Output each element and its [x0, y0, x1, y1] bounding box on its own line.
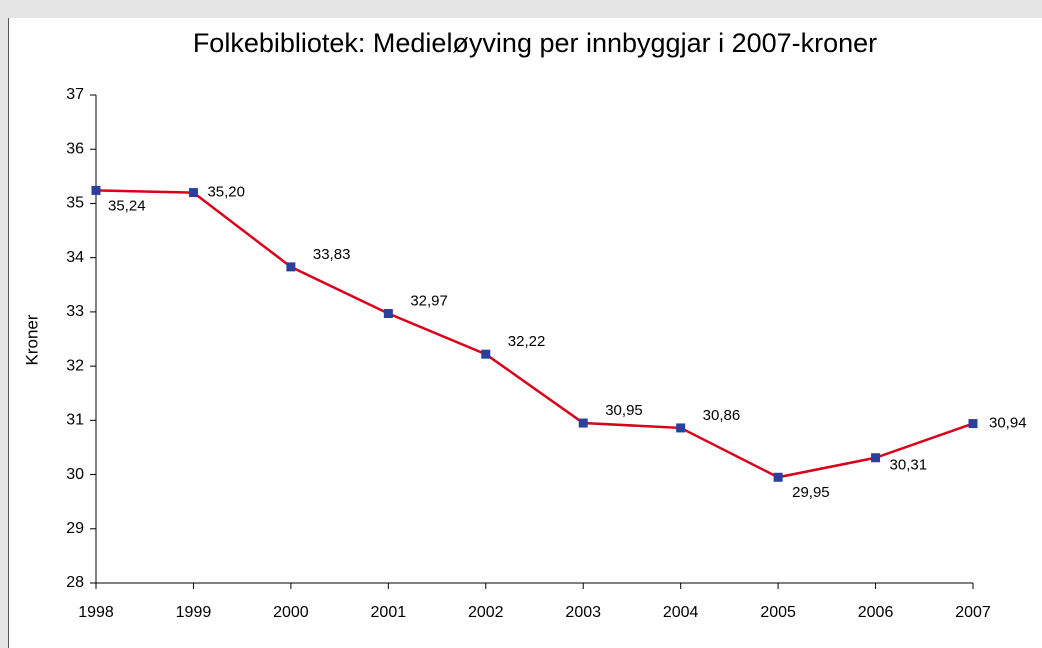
- series-line: [95, 189, 974, 479]
- x-tick-label: 2007: [955, 604, 991, 621]
- value-label: 32,22: [508, 333, 546, 350]
- value-label: 33,83: [313, 246, 351, 263]
- y-tick-label: 37: [66, 86, 84, 103]
- y-tick-label: 32: [66, 357, 84, 374]
- value-label: 32,97: [410, 292, 448, 309]
- value-label: 29,95: [792, 484, 830, 501]
- x-tick-label: 1999: [176, 604, 212, 621]
- value-label: 35,20: [207, 184, 245, 201]
- y-tick-label: 34: [66, 249, 84, 266]
- marker: [578, 418, 588, 428]
- marker: [871, 453, 881, 463]
- marker: [383, 309, 393, 319]
- marker: [91, 185, 101, 195]
- y-tick-label: 35: [66, 195, 84, 212]
- x-tick-label: 2003: [565, 604, 601, 621]
- x-tick-label: 1998: [78, 604, 114, 621]
- y-tick-label: 36: [66, 140, 84, 157]
- value-label: 30,95: [605, 402, 643, 419]
- y-tick-label: 30: [66, 466, 84, 483]
- x-tick-label: 2002: [468, 604, 504, 621]
- marker: [968, 419, 978, 429]
- top-frame: [0, 0, 1042, 18]
- chart-title: Folkebibliotek: Medieløyving per innbygg…: [193, 28, 877, 58]
- y-tick-label: 31: [66, 412, 84, 429]
- value-label: 30,31: [890, 457, 928, 474]
- value-label: 35,24: [108, 197, 146, 214]
- y-tick-label: 33: [66, 303, 84, 320]
- marker: [286, 262, 296, 272]
- marker: [188, 188, 198, 198]
- x-tick-label: 2005: [760, 604, 796, 621]
- marker: [676, 423, 686, 433]
- x-tick-label: 2000: [273, 604, 309, 621]
- marker: [481, 349, 491, 359]
- y-tick-label: 28: [66, 574, 84, 591]
- y-axis-label: Kroner: [22, 314, 41, 365]
- x-tick-label: 2004: [663, 604, 699, 621]
- x-tick-label: 2006: [858, 604, 894, 621]
- left-frame: [0, 0, 8, 648]
- value-label: 30,86: [703, 407, 741, 424]
- marker: [773, 472, 783, 482]
- x-tick-label: 2001: [371, 604, 407, 621]
- value-label: 30,94: [989, 415, 1027, 432]
- y-tick-label: 29: [66, 520, 84, 537]
